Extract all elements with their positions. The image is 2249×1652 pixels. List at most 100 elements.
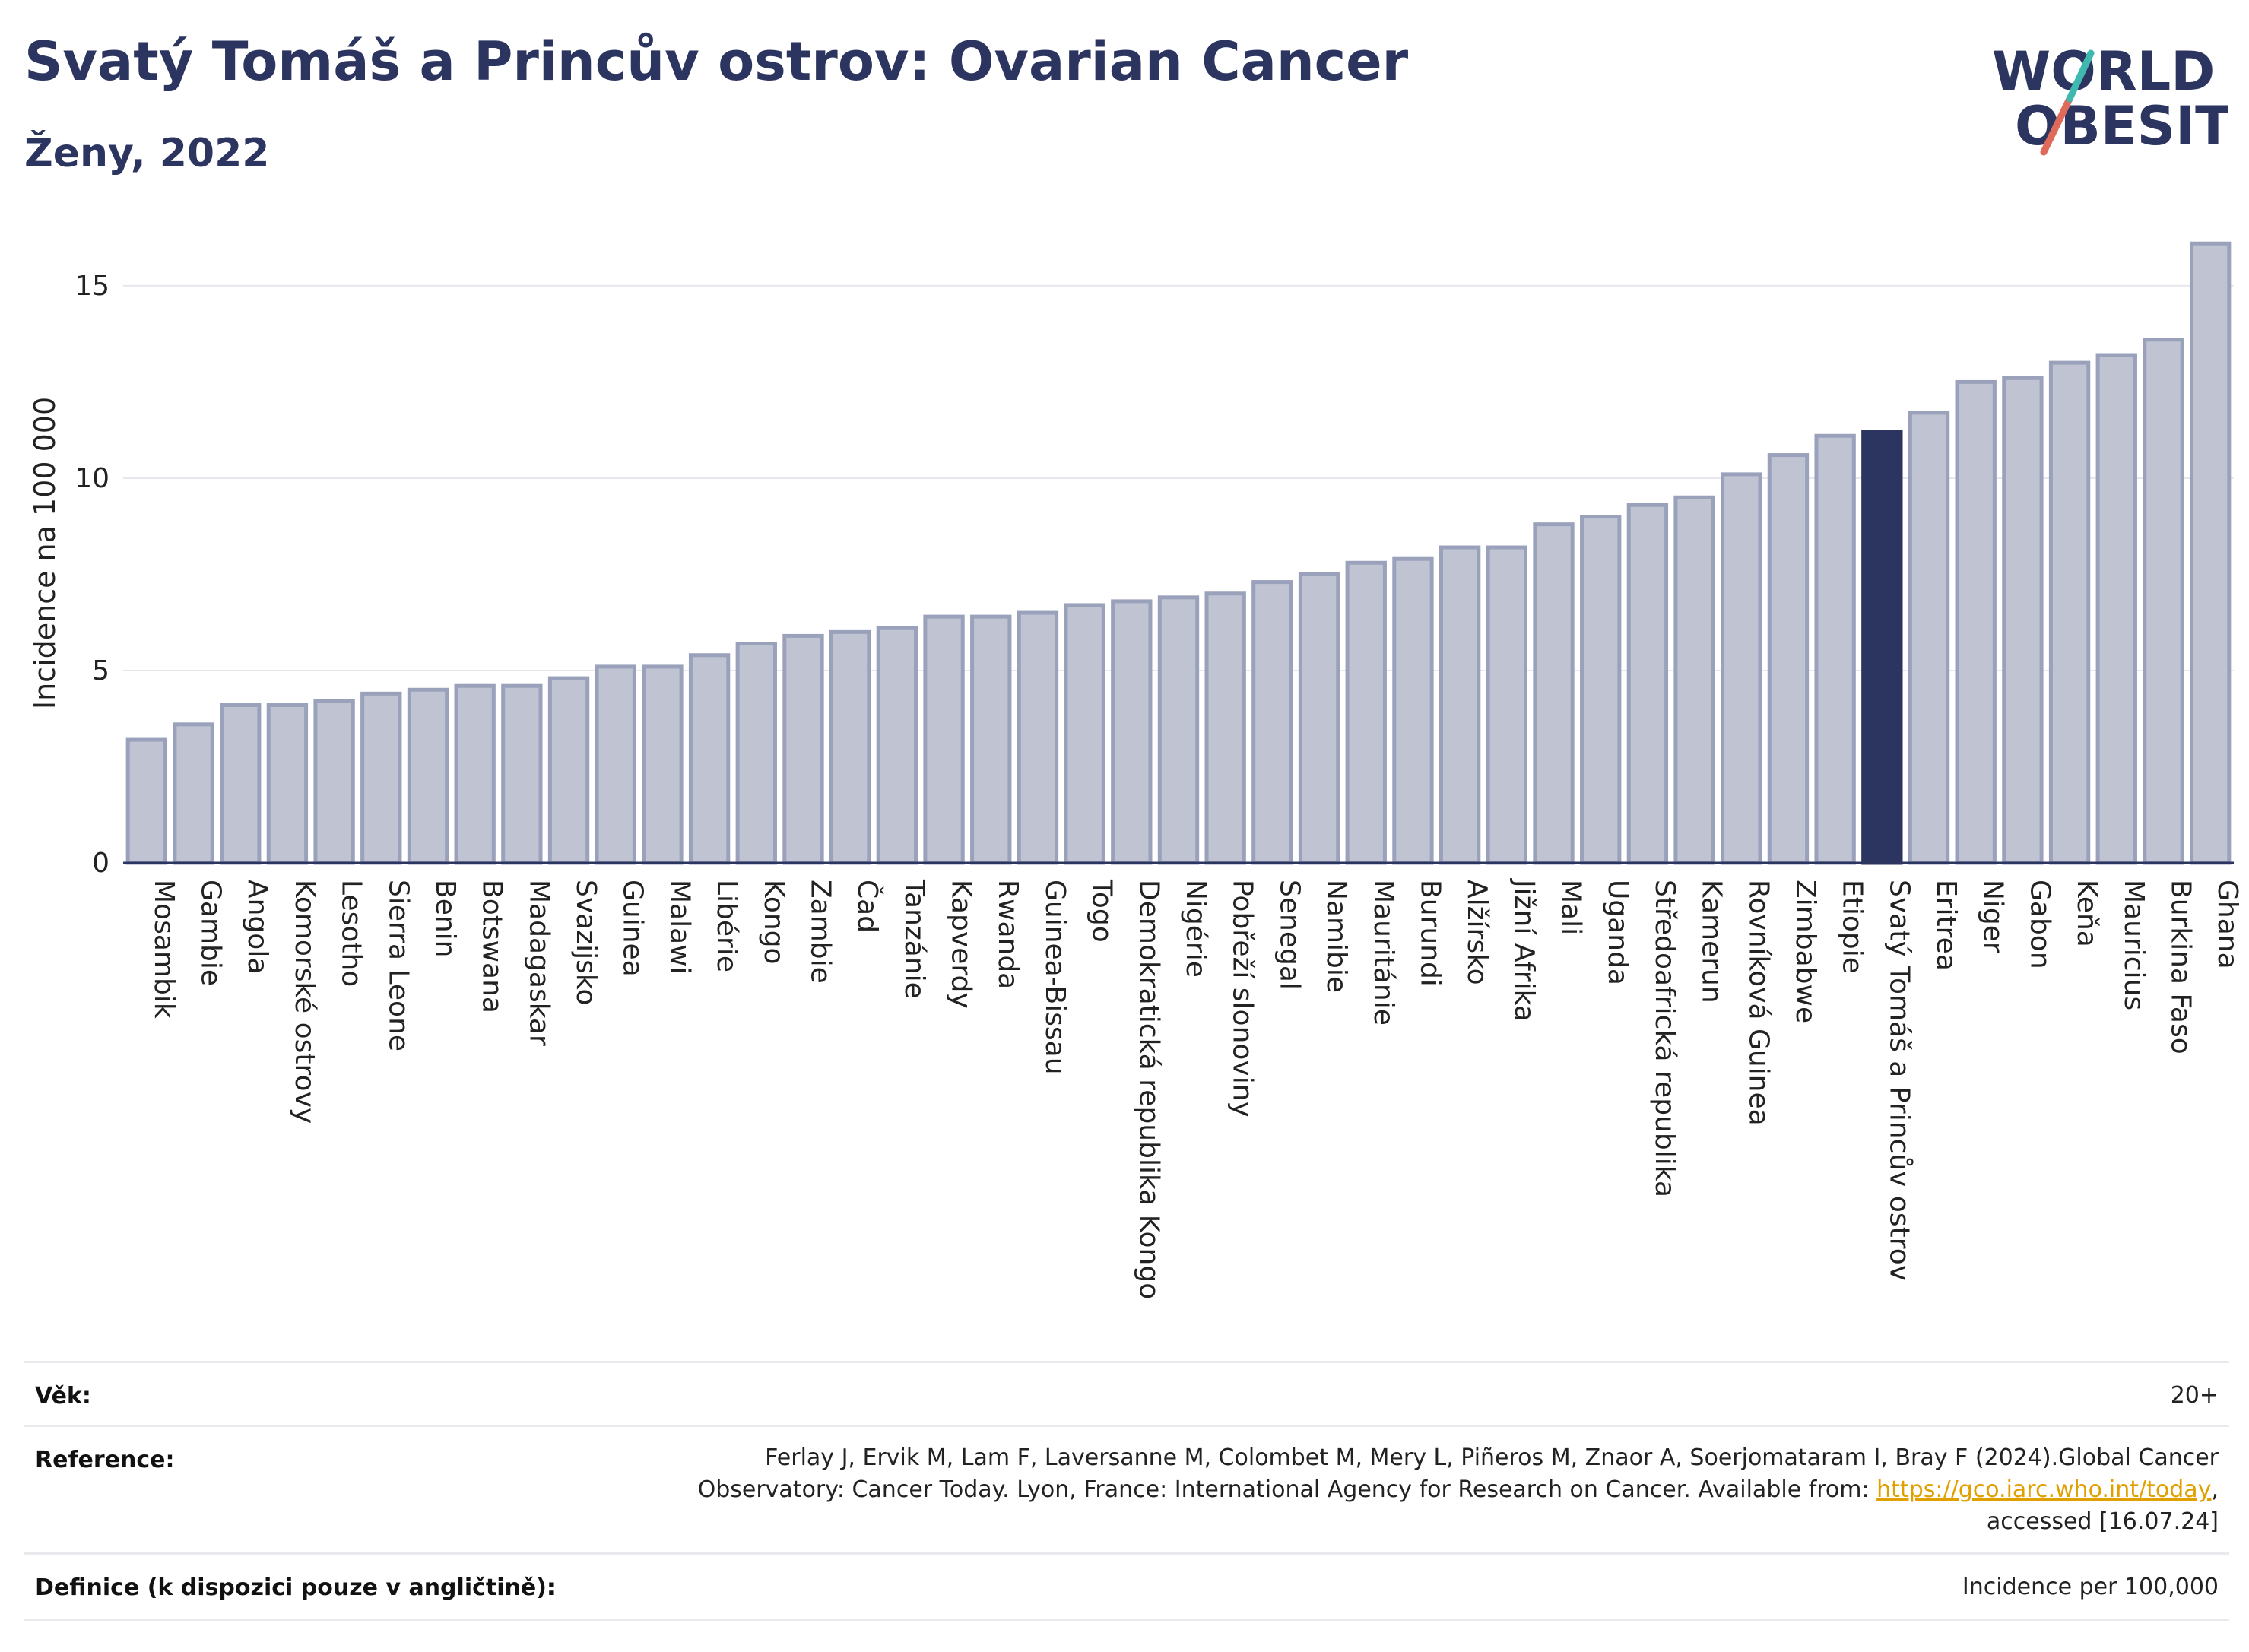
x-tick-label: Kapverdy	[946, 880, 977, 1009]
info-row-age: Věk: 20+	[24, 1361, 2229, 1427]
bar	[1673, 495, 1715, 865]
y-tick-label: 5	[92, 655, 109, 686]
bar	[642, 664, 684, 865]
x-tick-label: Zambie	[804, 880, 836, 984]
chart-title: Svatý Tomáš a Princův ostrov: Ovarian Ca…	[24, 30, 1409, 93]
bar	[173, 722, 214, 865]
x-tick-label: Kongo	[758, 880, 789, 965]
bar	[2002, 376, 2044, 865]
bar	[1533, 522, 1575, 865]
x-tick-label: Uganda	[1602, 880, 1633, 985]
x-tick-label: Etiopie	[1837, 880, 1868, 974]
x-tick-label: Mosambik	[148, 880, 179, 1019]
x-tick-label: Madagaskar	[523, 880, 554, 1046]
reference-link[interactable]: https://gco.iarc.who.int/today	[1876, 1476, 2212, 1503]
bar	[266, 703, 309, 865]
x-tick-label: Alžírsko	[1461, 880, 1492, 985]
x-tick-label: Burundi	[1414, 880, 1445, 987]
bar	[1626, 503, 1669, 865]
x-tick-label: Mauritánie	[1368, 880, 1399, 1026]
bar	[1251, 580, 1293, 865]
bar	[2095, 353, 2137, 865]
x-tick-label: Malawi	[664, 880, 695, 975]
bar	[220, 703, 262, 865]
x-tick-label: Kamerun	[1696, 880, 1727, 1004]
age-value: 20+	[2170, 1382, 2219, 1409]
definition-value: Incidence per 100,000	[1962, 1574, 2219, 1600]
x-tick-label: Libérie	[711, 880, 742, 972]
x-tick-label: Mauricius	[2118, 880, 2149, 1010]
x-tick-label: Čad	[852, 880, 883, 933]
reference-line2-post: ,	[2211, 1476, 2219, 1503]
x-tick-label: Svazijsko	[570, 880, 601, 1005]
x-tick-label: Keňa	[2071, 880, 2102, 947]
x-tick-label: Togo	[1086, 879, 1118, 943]
bar	[1814, 433, 1856, 865]
x-tick-label: Sierra Leone	[382, 880, 414, 1051]
bar	[1767, 453, 1810, 865]
info-row-reference: Reference: Ferlay J, Ervik M, Lam F, Lav…	[24, 1425, 2229, 1555]
bar	[454, 683, 496, 865]
x-tick-label: Angola	[242, 880, 273, 974]
bar	[688, 653, 731, 865]
x-tick-label: Komorské ostrovy	[289, 880, 320, 1124]
bar	[313, 699, 355, 865]
reference-line1: Ferlay J, Ervik M, Lam F, Laversanne M, …	[765, 1444, 2219, 1471]
x-tick-label: Svatý Tomáš a Princův ostrov	[1883, 880, 1914, 1281]
bar	[1298, 572, 1340, 865]
bar	[1861, 430, 1903, 865]
x-tick-label: Botswana	[477, 880, 508, 1013]
x-tick-label: Benin	[430, 880, 461, 957]
x-tick-label: Rovníková Guinea	[1743, 880, 1774, 1126]
definition-label: Definice (k dispozici pouze v angličtině…	[35, 1574, 556, 1601]
x-tick-label: Středoafrická republika	[1649, 880, 1680, 1197]
bar	[360, 691, 402, 865]
x-tick-label: Gabon	[2024, 880, 2055, 969]
x-tick-label: Pobřeží slonoviny	[1227, 880, 1258, 1118]
reference-label: Reference:	[35, 1447, 175, 1473]
bar	[829, 629, 871, 865]
bar	[407, 687, 449, 865]
bar	[923, 614, 965, 865]
y-tick-label: 10	[75, 463, 109, 494]
bar	[1580, 515, 1622, 865]
x-tick-label: Gambie	[195, 880, 227, 986]
info-row-definition: Definice (k dispozici pouze v angličtině…	[24, 1552, 2229, 1621]
bar	[735, 642, 777, 865]
bar	[1908, 411, 1950, 865]
x-tick-label: Rwanda	[992, 880, 1023, 989]
x-tick-label: Guinea	[617, 880, 649, 977]
bar	[1204, 591, 1246, 865]
bar	[970, 614, 1012, 865]
bar	[1721, 472, 1762, 865]
bar	[1017, 610, 1059, 865]
x-tick-label: Lesotho	[336, 880, 367, 987]
y-tick-label: 0	[92, 848, 109, 879]
bar	[782, 633, 824, 865]
x-tick-label: Zimbabwe	[1790, 880, 1821, 1023]
chart-subtitle: Ženy, 2022	[24, 131, 270, 176]
x-tick-label: Mali	[1556, 880, 1587, 935]
x-tick-label: Ghana	[2212, 880, 2243, 969]
y-axis-label: Incidence na 100 000	[28, 397, 62, 709]
x-tick-label: Burkina Faso	[2165, 880, 2196, 1054]
x-tick-label: Eritrea	[1930, 880, 1962, 971]
reference-line2: Observatory: Cancer Today. Lyon, France:…	[698, 1474, 2219, 1506]
bar-chart: 0 5 10 15 Incidence na 100 000 Mosambik Gambie…	[28, 241, 2243, 1299]
x-tick-label: Niger	[1978, 880, 2009, 953]
y-tick-label: 15	[75, 271, 109, 302]
x-tick-label: Namibie	[1321, 880, 1352, 993]
bar	[2189, 241, 2232, 865]
bar	[1439, 545, 1481, 865]
bar	[1064, 603, 1105, 865]
reference-line3: accessed [16.07.24]	[1986, 1508, 2219, 1535]
bar	[547, 676, 590, 865]
reference-line2-pre: Observatory: Cancer Today. Lyon, France:…	[697, 1476, 1877, 1503]
bar	[1392, 556, 1434, 865]
x-tick-label: Nigérie	[1180, 880, 1211, 978]
bar	[1955, 379, 1997, 865]
x-tick-label: Senegal	[1274, 880, 1305, 990]
age-label: Věk:	[35, 1383, 91, 1409]
x-tick-label: Tanzánie	[899, 879, 930, 999]
x-tick-label: Jižní Afrika	[1508, 878, 1540, 1022]
